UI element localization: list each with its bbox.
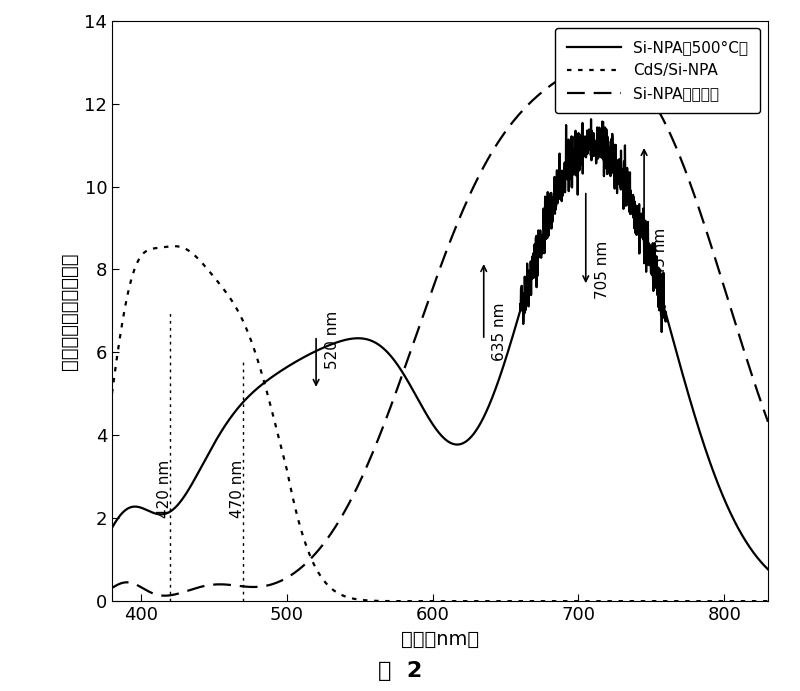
- CdS/Si-NPA: [387, 597, 397, 605]
- Si-NPA（500°C）: [586, 115, 596, 124]
- Text: 635 nm: 635 nm: [493, 302, 507, 361]
- Si-NPA（500°C）: [763, 565, 773, 574]
- CdS/Si-NPA: [221, 288, 230, 296]
- Y-axis label: 发光强度（任意单位）: 发光强度（任意单位）: [60, 252, 78, 370]
- Text: 520 nm: 520 nm: [325, 311, 340, 369]
- CdS/Si-NPA: [169, 242, 178, 250]
- CdS/Si-NPA: [359, 596, 369, 604]
- Legend: Si-NPA（500°C）, CdS/Si-NPA, Si-NPA（新制）: Si-NPA（500°C）, CdS/Si-NPA, Si-NPA（新制）: [555, 28, 760, 113]
- Si-NPA（500°C）: [358, 334, 368, 343]
- Si-NPA（新制）: [387, 399, 397, 407]
- CdS/Si-NPA: [107, 389, 117, 397]
- CdS/Si-NPA: [182, 245, 192, 254]
- Text: 图  2: 图 2: [378, 661, 422, 681]
- Si-NPA（新制）: [182, 587, 192, 595]
- CdS/Si-NPA: [680, 597, 690, 605]
- CdS/Si-NPA: [763, 597, 773, 605]
- Text: 745 nm: 745 nm: [653, 228, 668, 286]
- Si-NPA（新制）: [359, 469, 369, 477]
- Line: CdS/Si-NPA: CdS/Si-NPA: [112, 246, 768, 601]
- X-axis label: 波长（nm）: 波长（nm）: [401, 630, 479, 649]
- Line: Si-NPA（500°C）: Si-NPA（500°C）: [112, 120, 768, 569]
- Si-NPA（新制）: [597, 60, 606, 68]
- Text: 420 nm: 420 nm: [157, 460, 172, 518]
- Si-NPA（500°C）: [750, 551, 760, 559]
- Si-NPA（500°C）: [680, 377, 690, 386]
- CdS/Si-NPA: [750, 597, 760, 605]
- Si-NPA（新制）: [160, 591, 170, 600]
- Si-NPA（新制）: [750, 382, 760, 390]
- Si-NPA（500°C）: [387, 353, 397, 361]
- Line: Si-NPA（新制）: Si-NPA（新制）: [112, 64, 768, 596]
- Si-NPA（新制）: [680, 165, 690, 173]
- Text: 470 nm: 470 nm: [230, 460, 245, 518]
- Si-NPA（新制）: [221, 580, 230, 589]
- Si-NPA（500°C）: [107, 524, 117, 532]
- Si-NPA（新制）: [763, 417, 773, 426]
- Si-NPA（500°C）: [182, 489, 192, 497]
- Text: 705 nm: 705 nm: [594, 240, 610, 299]
- Si-NPA（500°C）: [221, 420, 230, 428]
- Si-NPA（新制）: [107, 584, 117, 592]
